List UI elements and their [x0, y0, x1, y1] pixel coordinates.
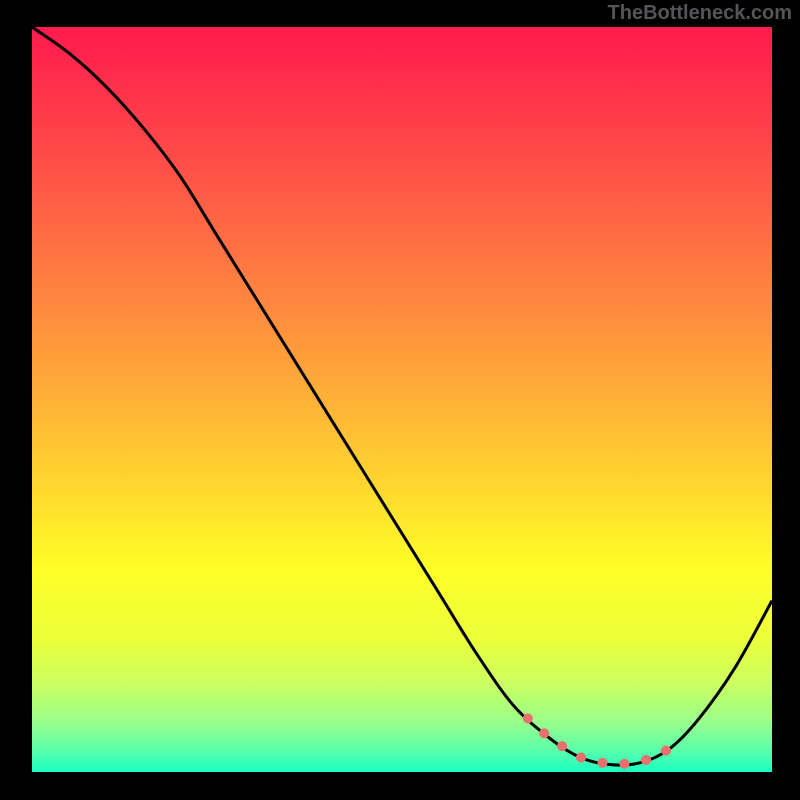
- chart-background-gradient: [32, 27, 772, 772]
- chart-container: TheBottleneck.com: [0, 0, 800, 800]
- bottleneck-curve-chart: [0, 0, 800, 800]
- watermark-text: TheBottleneck.com: [608, 2, 792, 25]
